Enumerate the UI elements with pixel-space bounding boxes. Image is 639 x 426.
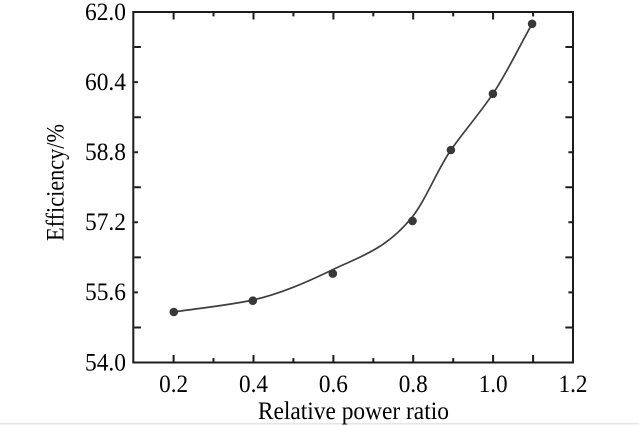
svg-text:0.4: 0.4 (239, 371, 268, 398)
svg-text:0.8: 0.8 (399, 371, 428, 398)
svg-text:Efficiency/%: Efficiency/% (43, 124, 70, 241)
svg-text:0.2: 0.2 (159, 371, 188, 398)
svg-text:57.2: 57.2 (85, 209, 126, 236)
svg-text:Relative power ratio: Relative power ratio (258, 398, 449, 425)
svg-text:0.6: 0.6 (319, 371, 348, 398)
svg-text:54.0: 54.0 (85, 349, 126, 376)
svg-text:60.4: 60.4 (85, 69, 126, 96)
svg-text:55.6: 55.6 (85, 279, 126, 306)
svg-text:62.0: 62.0 (85, 0, 126, 26)
svg-text:58.8: 58.8 (85, 139, 126, 166)
svg-text:1.2: 1.2 (559, 371, 588, 398)
svg-text:1.0: 1.0 (479, 371, 508, 398)
